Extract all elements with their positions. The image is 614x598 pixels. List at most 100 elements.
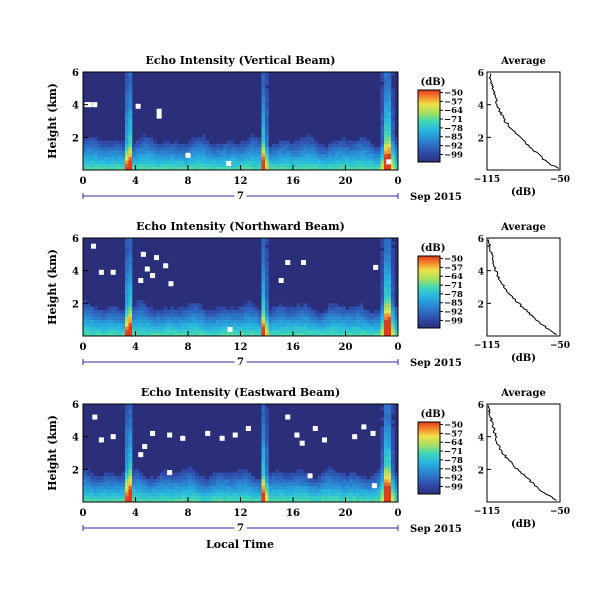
heatmap-cell [384,147,388,151]
heatmap-cell [90,475,94,480]
heatmap-cell [310,150,315,154]
heatmap-cell [90,488,94,493]
heatmap-cell [254,306,259,311]
heatmap-cell [356,160,360,164]
heatmap-cell [223,488,227,493]
heatmap-cell [142,153,147,158]
heatmap-cell [132,329,136,334]
heatmap-cell [135,147,140,151]
heatmap-cell [296,143,301,148]
heatmap-cell [265,140,269,145]
heatmap-cell [125,241,129,245]
heatmap-cell [244,479,248,483]
heatmap-cell [380,273,385,278]
heatmap-cell [226,150,231,154]
heatmap-cell [205,150,210,154]
heatmap-cell [86,306,91,311]
heatmap-cell [86,309,91,314]
heatmap-cell [391,426,395,431]
heatmap-cell [149,306,154,311]
heatmap-cell [160,147,164,151]
heatmap-cell [240,319,245,324]
heatmap-cell [268,150,273,154]
heatmap-cell [170,488,175,493]
heatmap-cell [328,306,332,311]
heatmap-cell [104,322,108,327]
heatmap-cell [247,316,252,320]
heatmap-cell [195,163,199,168]
heatmap-cell [139,309,143,314]
heatmap-cell [174,488,178,493]
heatmap-cell [125,114,129,119]
heatmap-cell [387,287,392,291]
heatmap-cell [377,166,381,171]
heatmap-cell [244,313,248,317]
heatmap-cell [303,492,308,496]
day-label-bg [234,356,247,366]
heatmap-cell [156,150,161,154]
heatmap-cell [391,98,395,102]
heatmap-cell [226,498,231,503]
heatmap-cell [303,495,308,500]
heatmap-cell [307,147,311,151]
heatmap-cell [118,479,122,483]
heatmap-cell [384,413,388,418]
heatmap-cell [135,166,140,171]
heatmap-cell [345,495,350,500]
heatmap-cell [356,140,360,145]
heatmap-cell [139,153,143,158]
heatmap-cell [90,492,94,496]
heatmap-cell [349,166,353,171]
heatmap-cell [300,332,304,337]
heatmap-cell [321,156,325,161]
colorbar-label: (dB) [421,409,446,420]
heatmap-cell [181,482,185,486]
heatmap-cell [363,482,367,486]
heatmap-cell [391,498,395,503]
heatmap-cell [356,163,360,168]
heatmap-cell [146,492,150,496]
heatmap-cell [387,293,392,298]
heatmap-cell [107,153,112,158]
heatmap-cell [317,153,322,158]
heatmap-cell [289,322,294,327]
heatmap-cell [135,488,140,493]
heatmap-cell [149,319,154,324]
heatmap-cell [282,150,287,154]
heatmap-cell [317,485,322,490]
heatmap-cell [107,143,112,148]
heatmap-cell [349,319,353,324]
x-tick-label: 4 [132,342,139,353]
heatmap-cell [384,456,388,460]
heatmap-cell [212,166,217,171]
heatmap-cell [212,160,217,164]
heatmap-cell [240,166,245,171]
heatmap-cell [254,488,259,493]
heatmap-cell [321,150,325,154]
heatmap-cell [359,488,364,493]
heatmap-cell [265,101,269,105]
heatmap-cell [83,300,87,304]
heatmap-cell [230,143,234,148]
heatmap-cell [317,147,322,151]
heatmap-cell [391,153,395,158]
heatmap-cell [384,293,388,298]
heatmap-cell [342,306,346,311]
heatmap-cell [100,492,105,496]
heatmap-cell [384,104,388,109]
heatmap-cell [132,498,136,503]
heatmap-cell [289,485,294,490]
colorbar-tick-label: −50 [444,421,463,431]
missing-data-cell [322,437,327,443]
heatmap-cell [265,410,269,415]
heatmap-cell [83,485,87,490]
heatmap-cell [118,156,122,161]
heatmap-cell [93,150,98,154]
heatmap-cell [128,456,133,460]
heatmap-cell [209,322,213,327]
heatmap-cell [240,472,245,477]
heatmap-cell [261,238,266,242]
heatmap-cell [289,150,294,154]
heatmap-cell [167,332,171,337]
heatmap-cell [205,153,210,158]
